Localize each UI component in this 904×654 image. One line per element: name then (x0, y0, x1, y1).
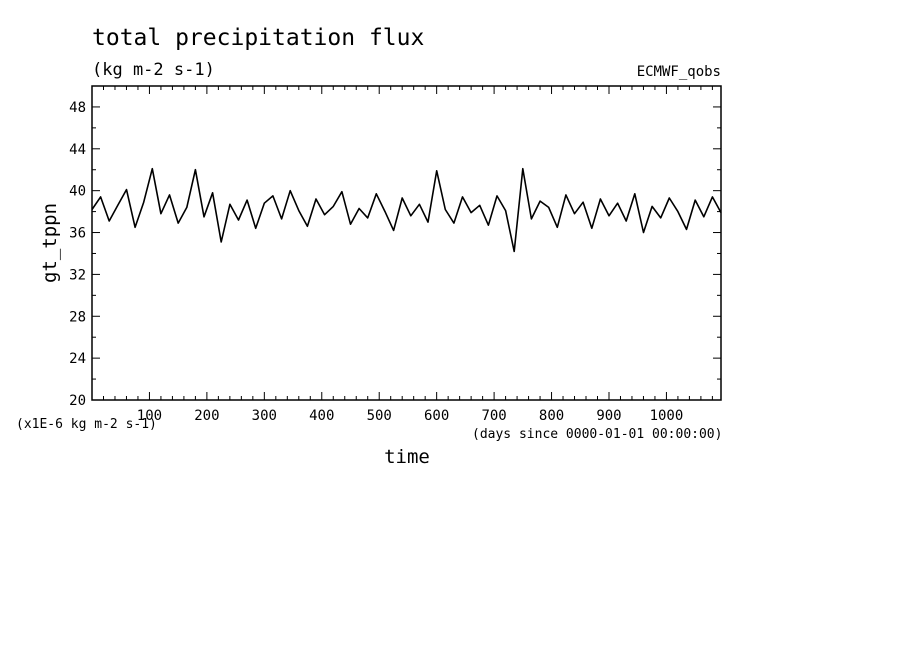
axis-ticks (92, 86, 721, 400)
x-tick-label: 400 (309, 408, 334, 424)
y-tick-label: 48 (69, 100, 86, 116)
y-scale-label: (x1E-6 kg m-2 s-1) (16, 417, 157, 432)
x-tick-label: 200 (194, 408, 219, 424)
x-units-label: (days since 0000-01-01 00:00:00) (472, 427, 722, 442)
y-axis-label: gt_tppn (39, 203, 61, 283)
x-tick-label: 800 (539, 408, 564, 424)
chart-source-label: ECMWF_qobs (637, 64, 721, 80)
x-tick-label: 100 (137, 408, 162, 424)
x-tick-label: 600 (424, 408, 449, 424)
y-tick-label: 40 (69, 184, 86, 200)
y-tick-label: 20 (69, 393, 86, 409)
x-tick-label: 700 (481, 408, 506, 424)
x-axis-label: time (384, 446, 430, 468)
y-tick-label: 28 (69, 309, 86, 325)
y-tick-label: 44 (69, 142, 86, 158)
x-tick-label: 1000 (650, 408, 684, 424)
chart-units-label: (kg m-2 s-1) (92, 60, 215, 80)
x-tick-label: 500 (367, 408, 392, 424)
x-tick-label: 300 (252, 408, 277, 424)
y-tick-label: 36 (69, 226, 86, 242)
plot-frame (91, 85, 722, 401)
y-tick-label: 24 (69, 351, 86, 367)
series-line-gt-tppn (91, 167, 722, 253)
y-tick-label: 32 (69, 267, 86, 283)
x-tick-label: 900 (596, 408, 621, 424)
chart-title: total precipitation flux (92, 25, 424, 51)
tick-labels: 100 200 300 400 500 600 700 800 900 1000 20 24 28 32 3… (69, 100, 683, 424)
